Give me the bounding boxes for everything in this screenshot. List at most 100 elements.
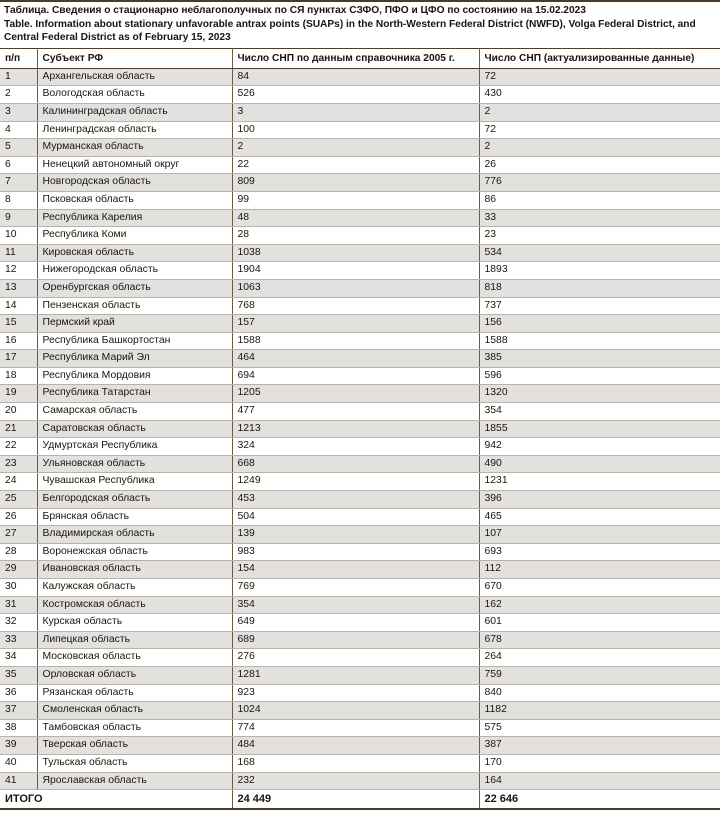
cell-index: 37 xyxy=(0,701,38,720)
cell-snp-2005: 1249 xyxy=(232,472,480,492)
cell-index: 8 xyxy=(0,191,38,210)
cell-index: 4 xyxy=(0,121,38,140)
cell-subject: Брянская область xyxy=(37,508,233,527)
cell-index: 20 xyxy=(0,402,38,421)
cell-index: 40 xyxy=(0,754,38,773)
cell-subject: Ярославская область xyxy=(37,772,233,791)
cell-snp-actual: 23 xyxy=(479,226,720,245)
cell-snp-2005: 28 xyxy=(232,226,480,245)
cell-snp-actual: 840 xyxy=(479,684,720,703)
cell-snp-actual: 107 xyxy=(479,525,720,544)
table-row: 20 Самарская область 477 354 xyxy=(0,402,720,421)
cell-snp-2005: 809 xyxy=(232,173,480,192)
cell-subject: Новгородская область xyxy=(37,173,233,192)
table-body: 1 Архангельская область 84 72 2 Вологодская о… xyxy=(0,68,720,811)
cell-snp-actual: 818 xyxy=(479,279,720,298)
cell-snp-2005: 464 xyxy=(232,349,480,368)
cell-index: 14 xyxy=(0,297,38,316)
cell-snp-actual: 465 xyxy=(479,508,720,527)
cell-snp-2005: 983 xyxy=(232,543,480,562)
cell-index: 18 xyxy=(0,367,38,386)
cell-snp-2005: 1038 xyxy=(232,244,480,263)
cell-subject: Удмуртская Республика xyxy=(37,437,233,456)
cell-index: 41 xyxy=(0,772,38,791)
cell-subject: Костромская область xyxy=(37,596,233,615)
cell-subject: Архангельская область xyxy=(37,68,233,87)
table-row: 29 Ивановская область 154 112 xyxy=(0,560,720,579)
cell-index: 2 xyxy=(0,85,38,104)
table-row: 18 Республика Мордовия 694 596 xyxy=(0,367,720,386)
cell-snp-actual: 2 xyxy=(479,103,720,122)
cell-index: 3 xyxy=(0,103,38,122)
cell-snp-actual: 162 xyxy=(479,596,720,615)
cell-subject: Рязанская область xyxy=(37,684,233,703)
cell-snp-actual: 534 xyxy=(479,244,720,263)
table-row: 13 Оренбургская область 1063 818 xyxy=(0,279,720,298)
table-row: 16 Республика Башкортостан 1588 1588 xyxy=(0,332,720,351)
cell-snp-actual: 170 xyxy=(479,754,720,773)
table-row: 11 Кировская область 1038 534 xyxy=(0,244,720,263)
table-row: 9 Республика Карелия 48 33 xyxy=(0,209,720,228)
cell-snp-2005: 694 xyxy=(232,367,480,386)
cell-subject: Смоленская область xyxy=(37,701,233,720)
table-row: 31 Костромская область 354 162 xyxy=(0,596,720,615)
cell-subject: Мурманская область xyxy=(37,138,233,157)
caption-line-english: Table. Information about stationary unfa… xyxy=(4,18,696,44)
cell-subject: Республика Коми xyxy=(37,226,233,245)
cell-snp-2005: 48 xyxy=(232,209,480,228)
cell-snp-actual: 164 xyxy=(479,772,720,791)
cell-snp-actual: 759 xyxy=(479,666,720,685)
cell-index: 5 xyxy=(0,138,38,157)
cell-snp-actual: 33 xyxy=(479,209,720,228)
cell-snp-2005: 1063 xyxy=(232,279,480,298)
cell-index: 31 xyxy=(0,596,38,615)
cell-index: 25 xyxy=(0,490,38,509)
cell-subject: Пензенская область xyxy=(37,297,233,316)
table-row: 8 Псковская область 99 86 xyxy=(0,191,720,210)
cell-subject: Пермский край xyxy=(37,314,233,333)
cell-snp-2005: 1213 xyxy=(232,420,480,439)
cell-index: 36 xyxy=(0,684,38,703)
table-row: 17 Республика Марий Эл 464 385 xyxy=(0,349,720,368)
cell-snp-actual: 2 xyxy=(479,138,720,157)
cell-snp-actual: 385 xyxy=(479,349,720,368)
cell-subject: Псковская область xyxy=(37,191,233,210)
cell-index: 26 xyxy=(0,508,38,527)
cell-snp-2005: 769 xyxy=(232,578,480,597)
cell-snp-actual: 112 xyxy=(479,560,720,579)
table-row: 40 Тульская область 168 170 xyxy=(0,754,720,773)
cell-index: 30 xyxy=(0,578,38,597)
cell-snp-actual: 693 xyxy=(479,543,720,562)
cell-subject: Тульская область xyxy=(37,754,233,773)
cell-subject: Самарская область xyxy=(37,402,233,421)
total-label: ИТОГО xyxy=(0,789,233,811)
cell-snp-2005: 689 xyxy=(232,631,480,650)
cell-index: 6 xyxy=(0,156,38,175)
cell-subject: Республика Башкортостан xyxy=(37,332,233,351)
table-caption: Таблица. Сведения о стационарно неблагоп… xyxy=(0,0,720,48)
cell-subject: Республика Мордовия xyxy=(37,367,233,386)
cell-snp-actual: 1893 xyxy=(479,261,720,280)
cell-subject: Республика Карелия xyxy=(37,209,233,228)
table-row: 23 Ульяновская область 668 490 xyxy=(0,455,720,474)
cell-snp-2005: 354 xyxy=(232,596,480,615)
total-row: ИТОГО 24 449 22 646 xyxy=(0,789,720,811)
suap-table: п/п Субъект РФ Число СНП по данным справ… xyxy=(0,47,720,811)
cell-subject: Воронежская область xyxy=(37,543,233,562)
cell-snp-2005: 139 xyxy=(232,525,480,544)
cell-index: 11 xyxy=(0,244,38,263)
table-row: 7 Новгородская область 809 776 xyxy=(0,173,720,192)
cell-index: 32 xyxy=(0,613,38,632)
table-row: 15 Пермский край 157 156 xyxy=(0,314,720,333)
cell-snp-2005: 477 xyxy=(232,402,480,421)
cell-subject: Оренбургская область xyxy=(37,279,233,298)
cell-subject: Республика Марий Эл xyxy=(37,349,233,368)
cell-index: 22 xyxy=(0,437,38,456)
cell-snp-actual: 575 xyxy=(479,719,720,738)
cell-snp-actual: 596 xyxy=(479,367,720,386)
table-row: 1 Архангельская область 84 72 xyxy=(0,68,720,87)
cell-snp-2005: 774 xyxy=(232,719,480,738)
cell-snp-2005: 1588 xyxy=(232,332,480,351)
table-row: 14 Пензенская область 768 737 xyxy=(0,297,720,316)
column-header-index: п/п xyxy=(0,47,38,69)
